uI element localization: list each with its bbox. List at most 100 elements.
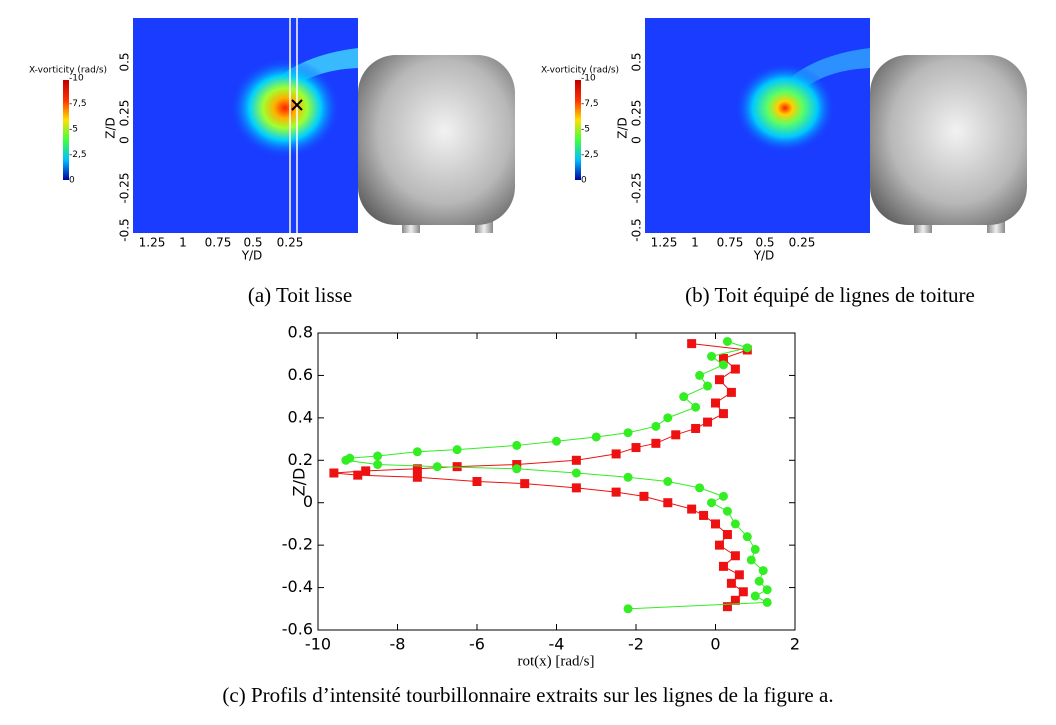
- data-point: [730, 364, 740, 374]
- data-point: [722, 530, 732, 540]
- data-point: [714, 540, 724, 550]
- data-point: [361, 466, 371, 476]
- colorbar-tick-label: 0: [581, 176, 587, 186]
- y-tick-label: -0.2: [282, 535, 313, 554]
- data-point: [734, 570, 744, 580]
- x-tick-label: 1.25: [139, 236, 166, 250]
- data-point: [671, 430, 681, 440]
- chart: -0.6 -0.4 -0.2 0 0.2 0.4 0.6 0.8 -10 -8 -6 -4 -2 0 2 ro…: [282, 323, 800, 670]
- y-axis-label: Z/D: [616, 117, 630, 139]
- x-tick-label: 2: [790, 635, 800, 654]
- data-point: [750, 544, 760, 554]
- data-point: [718, 353, 728, 363]
- x-tick-label: -8: [390, 635, 406, 654]
- y-tick-label: -0.5: [630, 218, 644, 241]
- x-tick-label: 0: [710, 635, 720, 654]
- data-point: [762, 597, 772, 607]
- y-axis-label: Z/D: [104, 117, 118, 139]
- data-point: [373, 451, 383, 461]
- data-point: [571, 468, 581, 478]
- data-point: [754, 576, 764, 586]
- vortex-center-marker: [291, 99, 303, 111]
- data-point: [730, 595, 740, 605]
- caption: (c) Profils d’intensité tourbillonnaire …: [222, 683, 833, 707]
- data-point: [707, 498, 717, 508]
- data-point: [623, 472, 633, 482]
- y-tick-label: 0: [118, 136, 132, 144]
- data-point: [714, 375, 724, 385]
- panel: 0.5 0.25 0 -0.25 -0.5 1.25 1 0.75 0.5 0.25 Y/D Z/D X…: [29, 18, 515, 263]
- data-point: [718, 360, 728, 370]
- data-point: [722, 506, 732, 516]
- x-tick-label: 1: [691, 236, 699, 250]
- data-point: [663, 413, 673, 423]
- data-point: [623, 428, 633, 438]
- series-line: [344, 341, 770, 610]
- x-tick-label: -4: [549, 635, 565, 654]
- data-point: [329, 468, 339, 478]
- x-tick-label: 0.75: [717, 236, 744, 250]
- caption: (a) Toit lisse: [248, 283, 352, 307]
- data-point: [452, 462, 462, 472]
- y-tick-label: 0.8: [288, 323, 313, 342]
- data-point: [730, 551, 740, 561]
- data-point: [758, 566, 768, 576]
- y-tick-label: 0: [303, 492, 313, 511]
- x-tick-label: -6: [469, 635, 485, 654]
- data-point: [512, 464, 522, 474]
- data-point: [472, 477, 482, 486]
- colorbar-tick-label: -7,5: [69, 99, 87, 109]
- panel: 0.5 0.25 0 -0.25 -0.5 1.25 1 0.75 0.5 0.25 Y/D Z/D X…: [541, 18, 1027, 263]
- data-point: [687, 339, 697, 349]
- series-line: [333, 343, 748, 608]
- x-tick-label: -10: [305, 635, 331, 654]
- colorbar-title: X-vorticity (rad/s): [541, 66, 619, 76]
- colorbar: [63, 80, 69, 180]
- colorbar-title: X-vorticity (rad/s): [29, 66, 107, 76]
- data-point: [611, 449, 621, 459]
- colorbar-tick-label: -7,5: [581, 99, 599, 109]
- data-point: [639, 491, 649, 501]
- data-point: [353, 470, 363, 480]
- data-point: [742, 532, 752, 542]
- x-axis-label: Y/D: [753, 249, 775, 263]
- data-point: [679, 392, 689, 402]
- data-point: [738, 587, 748, 597]
- data-point: [520, 479, 530, 489]
- data-point: [687, 504, 697, 514]
- vehicle-body: [358, 55, 515, 225]
- data-point: [611, 487, 621, 497]
- x-tick-label: 0.25: [789, 236, 816, 250]
- x-tick-label: 0.5: [243, 236, 262, 250]
- y-tick-label: -0.25: [630, 172, 644, 203]
- data-point: [726, 578, 736, 588]
- data-point: [707, 351, 717, 361]
- y-tick-label: 0.4: [288, 407, 313, 426]
- data-point: [623, 604, 633, 614]
- data-point: [631, 443, 641, 453]
- data-point: [746, 555, 756, 565]
- data-point: [742, 343, 752, 353]
- y-tick-label: -0.5: [118, 218, 132, 241]
- y-tick-label: 0.25: [630, 100, 644, 127]
- data-point: [695, 370, 705, 380]
- data-point: [552, 436, 561, 446]
- y-tick-label: -0.6: [282, 620, 313, 639]
- data-point: [651, 438, 661, 448]
- colorbar-tick-label: -10: [69, 74, 84, 84]
- x-tick-label: -2: [628, 635, 644, 654]
- data-point: [571, 483, 581, 493]
- colorbar-tick-label: -5: [581, 125, 590, 135]
- data-point: [703, 417, 713, 427]
- y-tick-label: 0.25: [118, 100, 132, 127]
- x-tick-label: 0.25: [277, 236, 304, 250]
- data-point: [718, 491, 728, 501]
- data-point: [571, 455, 581, 465]
- y-tick-label: -0.4: [282, 577, 313, 596]
- y-tick-label: -0.25: [118, 172, 132, 203]
- colorbar: [575, 80, 581, 180]
- colorbar-tick-label: -10: [581, 74, 596, 84]
- data-point: [591, 432, 601, 442]
- data-point: [691, 402, 701, 412]
